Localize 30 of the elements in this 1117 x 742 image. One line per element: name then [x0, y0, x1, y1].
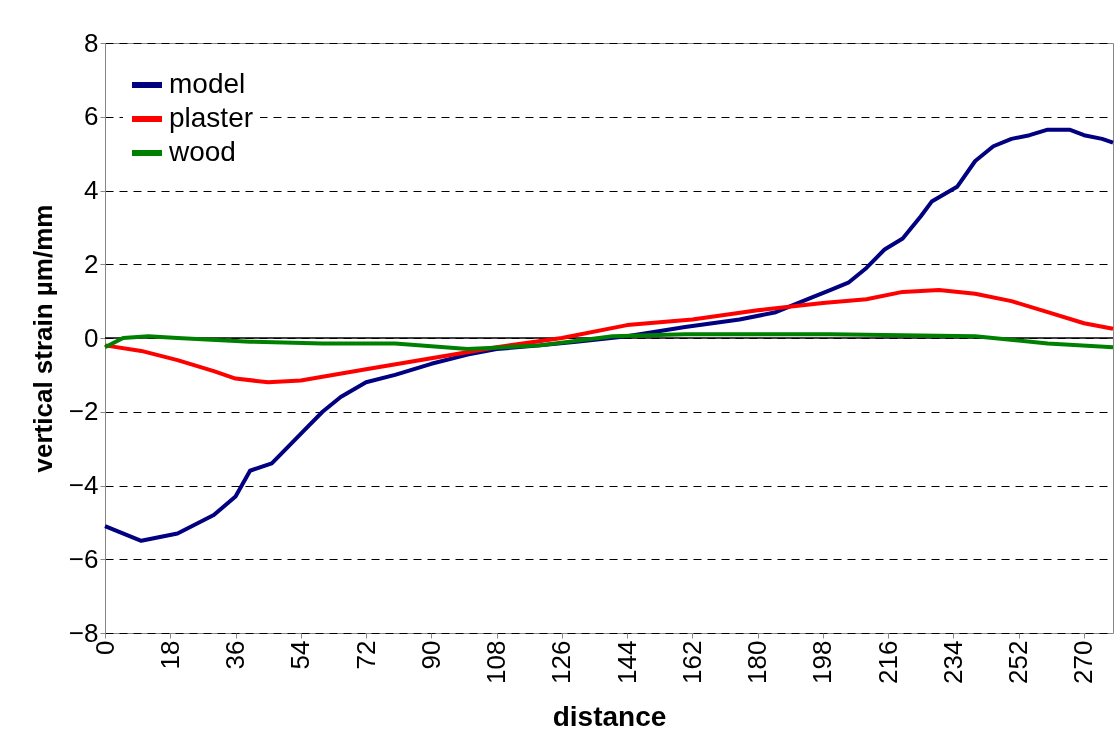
y-axis-title: vertical strain µm/mm — [27, 204, 58, 473]
y-tick-label: −6 — [68, 543, 99, 574]
x-axis-title: distance — [552, 700, 667, 732]
y-tick-label: −4 — [68, 470, 99, 500]
x-tick-label: 126 — [546, 640, 577, 684]
x-tick-label: 234 — [937, 640, 968, 684]
x-tick-label: 270 — [1068, 640, 1099, 684]
x-tick-label: 90 — [415, 640, 446, 670]
y-tick-label: −2 — [68, 396, 99, 427]
x-tick-label: 198 — [807, 640, 838, 684]
x-tick-label: 216 — [872, 640, 903, 684]
x-tick-label: 18 — [154, 640, 185, 670]
x-tick-label: 162 — [676, 640, 707, 684]
x-tick-label: 54 — [285, 640, 316, 670]
legend-label: wood — [168, 136, 236, 167]
y-tick-label: 8 — [84, 27, 99, 58]
legend-label: plaster — [169, 102, 254, 133]
x-tick-label: 36 — [220, 640, 251, 670]
x-tick-label: 180 — [742, 640, 773, 684]
line-series — [103, 288, 1115, 385]
x-tick-label: 252 — [1003, 640, 1034, 684]
x-tick-label: 72 — [350, 640, 381, 670]
x-tick-label: 108 — [481, 640, 512, 684]
y-tick-label: 2 — [84, 248, 99, 279]
y-tick-label: 6 — [84, 101, 99, 132]
y-tick-label: 0 — [84, 322, 99, 353]
x-tick-label: 144 — [611, 640, 642, 684]
legend-label: model — [169, 68, 246, 99]
y-tick-label: 4 — [84, 175, 99, 205]
line-series — [103, 332, 1115, 352]
